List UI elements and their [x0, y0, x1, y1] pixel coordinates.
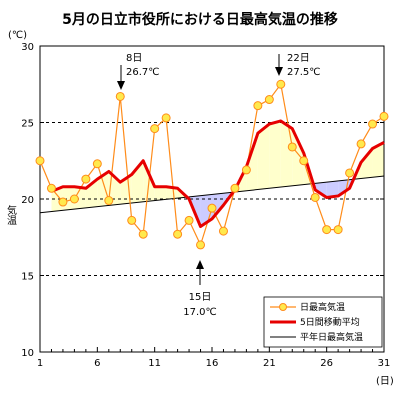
- data-point-day-15: [196, 240, 206, 250]
- data-point-day-22: [276, 79, 286, 89]
- x-tick-label-26: 26: [320, 358, 333, 369]
- area-fill-segment-23: [315, 182, 327, 198]
- legend-label-normal: 平年日最高気温: [300, 331, 363, 343]
- x-tick-label-16: 16: [206, 358, 219, 369]
- x-tick-label-6: 6: [94, 358, 100, 369]
- y-axis-label: 気温: [5, 204, 17, 225]
- area-fill-segment-14: [212, 193, 224, 219]
- data-point-day-16: [207, 203, 217, 213]
- annotation-arrowhead-day22: [275, 67, 283, 76]
- chart-title: 5月の日立市役所における日最高気温の推移: [62, 12, 338, 28]
- data-point-day-20: [253, 101, 263, 111]
- annotation-date-day15: 15日: [189, 292, 212, 303]
- area-fill-segment-9: [154, 186, 167, 201]
- series-line-daily-max: [39, 82, 385, 247]
- area-fill-segment-25: [338, 179, 350, 196]
- data-point-day-9: [127, 215, 137, 225]
- data-point-day-7: [104, 196, 114, 206]
- area-fill-segment-20: [280, 120, 293, 188]
- data-point-day-8: [115, 91, 125, 101]
- data-point-day-1: [35, 156, 45, 166]
- series-lines: [39, 82, 385, 247]
- data-point-day-31: [379, 111, 389, 121]
- data-point-day-19: [241, 165, 251, 175]
- legend-marker-daily-max: [279, 303, 287, 311]
- area-fill-segment-21: [292, 128, 304, 186]
- annotation-day15: 15日 17.0℃: [183, 260, 217, 318]
- data-point-day-21: [264, 95, 274, 105]
- legend-label-moving-avg: 5日間移動平均: [300, 316, 360, 328]
- legend: 日最高気温 5日間移動平均 平年日最高気温: [263, 296, 383, 348]
- data-point-day-4: [69, 194, 79, 204]
- annotation-arrowhead-day15: [196, 260, 204, 269]
- area-fill-segment-10: [166, 186, 178, 200]
- y-tick-label-15: 15: [21, 272, 34, 283]
- annotation-value-day15: 17.0℃: [183, 307, 217, 318]
- data-point-day-3: [58, 197, 68, 207]
- data-point-day-23: [287, 142, 297, 152]
- data-point-day-6: [92, 159, 102, 169]
- data-point-day-30: [368, 119, 378, 129]
- annotation-day22: 22日 27.5℃: [275, 53, 321, 78]
- data-point-day-29: [356, 139, 366, 149]
- legend-label-daily-max: 日最高気温: [300, 301, 345, 313]
- y-tick-label-20: 20: [21, 195, 34, 206]
- data-point-day-14: [184, 215, 194, 225]
- x-tick-label-21: 21: [263, 358, 276, 369]
- series-line-moving-avg: [50, 119, 385, 229]
- data-point-day-26: [322, 225, 332, 235]
- annotation-value-day22: 27.5℃: [287, 67, 321, 78]
- x-tick-label-11: 11: [148, 358, 161, 369]
- area-fill-segment-17: [246, 133, 258, 191]
- data-point-day-25: [310, 192, 320, 202]
- data-point-day-27: [333, 225, 343, 235]
- area-fill-segment-24: [326, 180, 339, 198]
- area-fill-segment-2: [74, 186, 86, 210]
- annotation-date-day8: 8日: [126, 53, 142, 64]
- data-point-day-12: [161, 113, 171, 123]
- x-unit-label: (日): [376, 376, 394, 387]
- data-point-day-24: [299, 156, 309, 166]
- data-point-day-18: [230, 183, 240, 193]
- area-fill-segment-18: [257, 124, 270, 190]
- data-point-day-17: [218, 226, 228, 236]
- y-tick-label-30: 30: [21, 42, 34, 53]
- area-fill-segment-19: [269, 120, 281, 189]
- y-unit-label: (℃): [8, 30, 27, 41]
- data-point-day-2: [46, 183, 56, 193]
- area-fill-segment-27: [361, 148, 373, 179]
- annotation-arrowhead-day8: [117, 81, 125, 90]
- area-fill-segment-28: [372, 142, 384, 178]
- x-tick-label-1: 1: [37, 358, 43, 369]
- x-tick-label-31: 31: [378, 358, 391, 369]
- y-tick-label-25: 25: [21, 119, 34, 130]
- y-tick-label-10: 10: [21, 348, 34, 359]
- annotation-day8: 8日 26.7℃: [117, 53, 160, 90]
- data-point-day-10: [138, 229, 148, 239]
- series-line-normal: [39, 175, 385, 214]
- series-markers: [35, 79, 389, 250]
- annotation-date-day22: 22日: [287, 53, 310, 64]
- data-point-day-5: [81, 174, 91, 184]
- data-point-day-28: [345, 168, 355, 178]
- data-point-day-11: [150, 124, 160, 134]
- annotation-value-day8: 26.7℃: [126, 67, 160, 78]
- data-point-day-13: [173, 229, 183, 239]
